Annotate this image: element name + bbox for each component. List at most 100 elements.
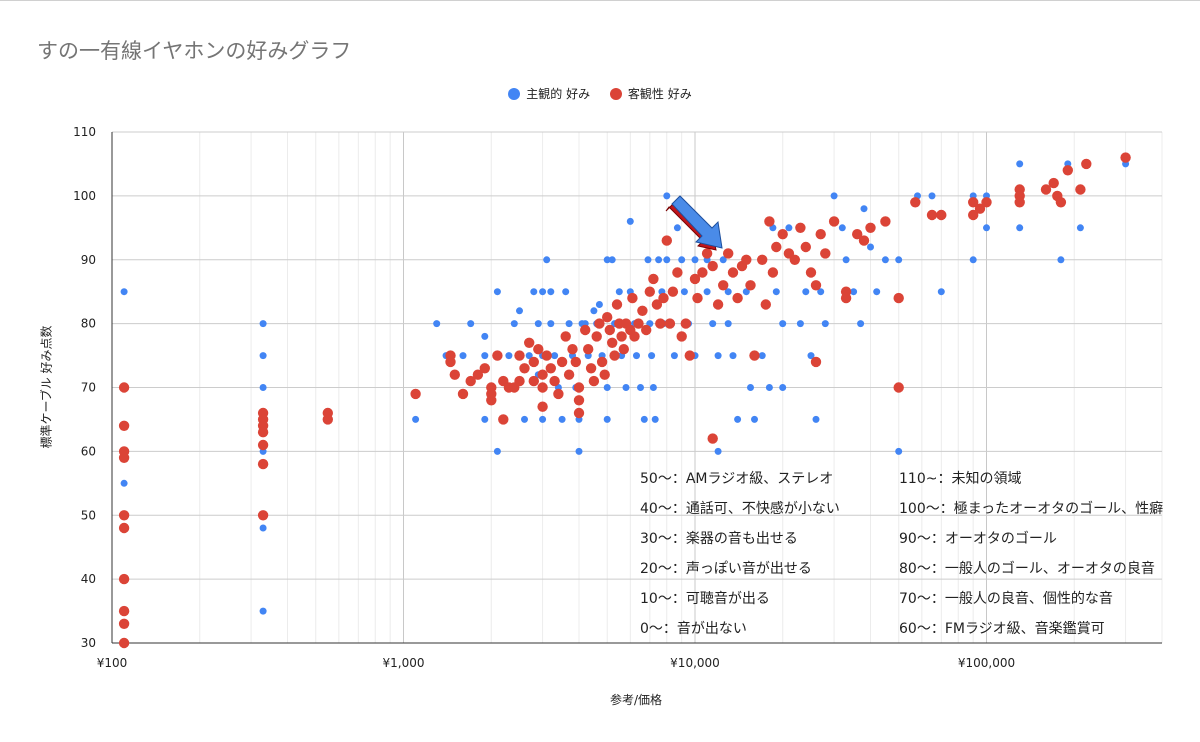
data-point-objective [1120,152,1131,163]
data-point-subjective [751,415,758,423]
data-point-objective [672,267,683,278]
annotation-line: 50〜：AMラジオ級、ステレオ [640,471,834,487]
data-point-objective [257,510,269,521]
data-point-subjective [120,288,128,296]
data-point-subjective [729,352,737,360]
data-point-objective [658,292,669,304]
data-point-subjective [633,352,640,360]
data-point-objective [591,331,602,342]
x-tick-label: ¥1,000 [382,656,424,670]
data-point-objective [680,318,691,329]
data-point-subjective [651,415,659,423]
data-point-subjective [259,352,267,360]
data-point-objective [573,407,585,419]
data-point-objective [701,248,713,259]
data-point-subjective [412,415,420,423]
data-point-subjective [539,415,547,423]
data-point-objective [1014,197,1025,208]
data-point-objective [1081,158,1092,170]
data-point-objective [760,299,771,310]
data-point-objective [789,254,800,265]
data-point-objective [771,241,782,253]
data-point-subjective [1076,224,1084,232]
data-point-objective [858,235,870,246]
data-point-objective [764,216,775,227]
data-point-objective [661,235,672,246]
data-point-subjective [779,320,787,328]
legend-dot-red-icon [609,88,622,100]
data-point-objective [1055,197,1067,208]
data-point-subjective [493,447,501,455]
data-point-subjective [626,217,634,225]
data-point-objective [718,280,729,291]
data-point-objective [893,292,904,304]
data-point-subjective [575,447,583,455]
data-point-objective [777,229,788,240]
data-point-subjective [895,256,903,264]
data-point-subjective [259,320,267,328]
score-legend-annotation: 50〜：AMラジオ級、ステレオ 40〜：通話可、不快感が小ない 30〜：楽器の音… [640,467,1195,647]
data-point-objective [563,369,575,380]
data-point-subjective [595,301,603,308]
data-point-subjective [785,224,793,232]
data-point-objective [118,618,130,629]
data-point-subjective [714,447,722,455]
data-point-objective [732,292,743,304]
data-point-objective [968,209,979,221]
data-point-subjective [543,256,551,264]
data-point-objective [852,229,863,240]
data-point-objective [322,414,333,425]
data-point-subjective [562,288,570,296]
data-point-subjective [622,384,630,391]
y-tick-label: 90 [81,253,96,267]
legend-item-subjective[interactable]: 主観的 好み [508,85,590,102]
data-point-subjective [747,384,754,391]
data-point-objective [596,356,608,368]
legend-item-objective[interactable]: 客観性 好み [609,85,692,102]
data-point-subjective [937,288,945,296]
data-point-objective [805,267,817,278]
legend-dot-blue-icon [508,88,521,100]
data-point-objective [118,420,130,431]
data-point-objective [815,229,826,240]
x-axis-label: 参考/価格 [609,693,663,707]
data-point-objective [893,382,904,393]
arrows [665,195,723,251]
data-point-subjective [467,320,475,328]
data-point-objective [604,324,615,336]
data-point-subjective [565,320,573,328]
data-point-subjective [547,320,555,328]
data-point-objective [644,286,655,297]
data-point-objective [541,350,552,361]
data-point-objective [697,267,708,278]
data-point-objective [118,452,130,463]
data-point-objective [641,324,652,336]
data-point-subjective [779,384,787,391]
y-tick-label: 50 [81,508,96,522]
data-point-subjective [838,224,846,232]
data-point-objective [594,318,605,329]
data-point-subjective [516,307,523,315]
data-point-subjective [534,320,542,328]
annotation-line: 30〜：楽器の音も出せる [640,531,798,547]
data-point-subjective [821,320,829,328]
data-point-objective [611,299,623,310]
annotation-line: 40〜：通話可、不快感が小ない [640,501,840,517]
data-point-subjective [481,352,489,360]
data-point-objective [573,382,585,393]
annotation-right-column: 110~：未知の領域 100〜：極まったオーオタのゴール、性癖 90〜：オーオタ… [899,467,1163,647]
data-point-subjective [648,352,656,360]
data-point-objective [498,414,509,425]
data-point-objective [585,363,597,374]
data-point-objective [926,209,938,221]
data-point-subjective [867,243,874,251]
data-point-subjective [481,415,489,423]
data-point-subjective [615,288,623,296]
data-point-objective [118,637,130,649]
data-point-subjective [493,288,501,296]
data-point-objective [465,375,476,387]
data-point-subjective [120,479,128,487]
data-point-objective [676,331,687,342]
y-tick-label: 80 [81,317,96,331]
data-point-objective [118,382,130,393]
